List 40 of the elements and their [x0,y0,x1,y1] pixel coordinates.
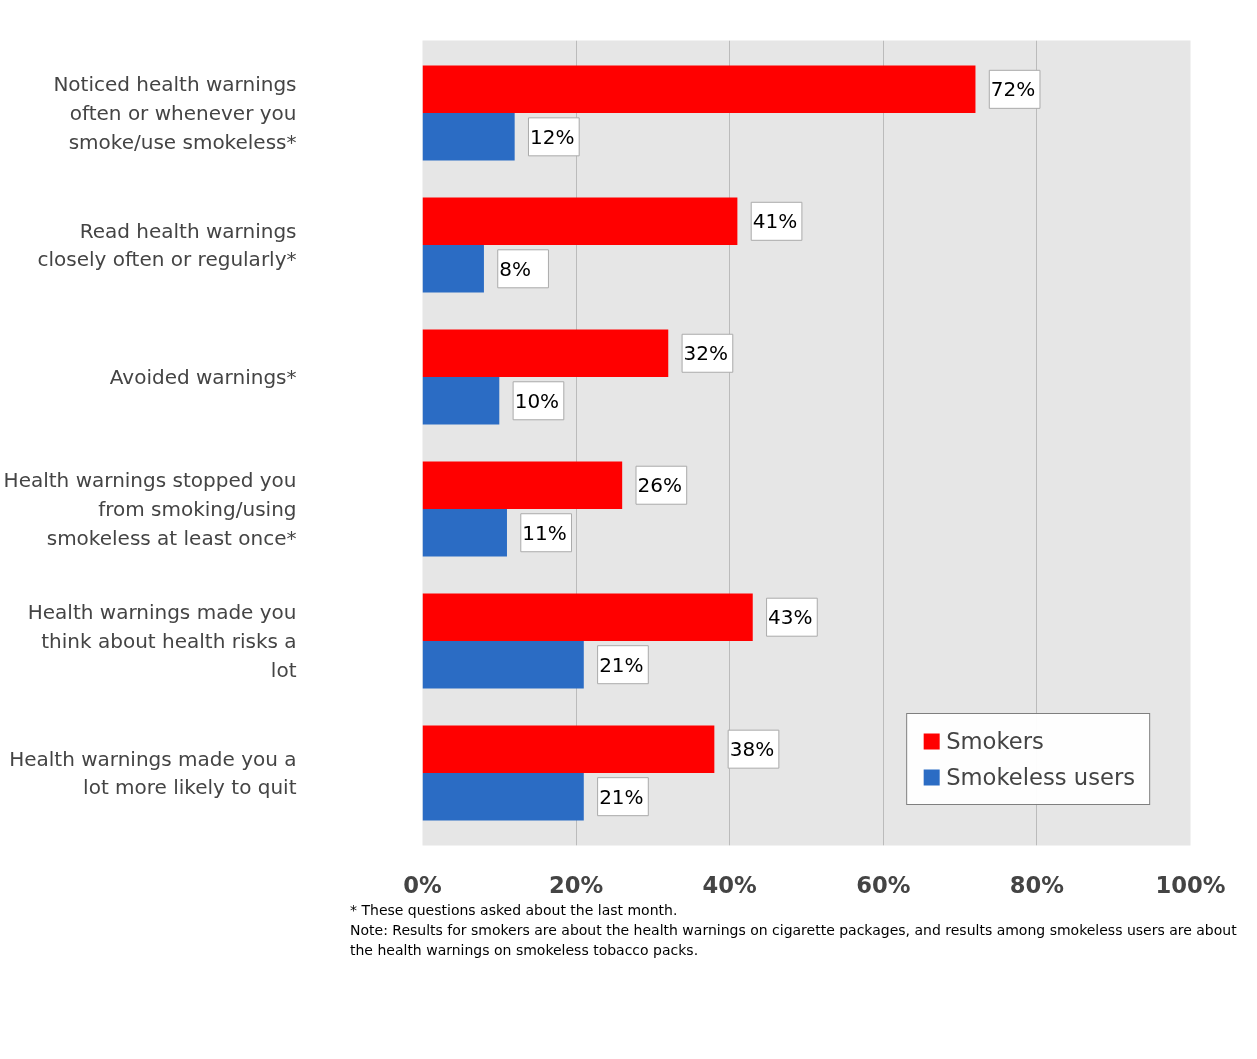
bar [422,245,484,293]
bar [422,113,515,161]
bar [422,461,623,509]
data-label: 38% [729,737,775,762]
bar [422,377,500,425]
bar [422,508,507,557]
x-tick-label: 60% [856,871,911,898]
text: Note: Results for smokers are about the health warnings on cigarette packages, and results among smokeless users are about the health warnings on smokeless tobacco packs. [350,922,1237,958]
bar [422,65,976,114]
bar [422,772,584,821]
data-label: 8% [499,256,532,281]
data-label: 12% [530,124,575,149]
y-tick-label: Noticed health warnings often or whenever you smoke/use smokeless* [53,72,297,154]
bar [422,329,669,378]
x-tick-label: 80% [1009,871,1065,898]
data-label: 21% [599,784,644,809]
bar [422,197,738,246]
data-label: 41% [752,209,798,234]
bar [422,725,715,773]
text: * These questions asked about the last month. [350,902,678,918]
bar [422,593,753,641]
x-tick-label: 40% [702,871,757,898]
x-tick-label: 20% [548,871,604,898]
y-tick-label: Read health warnings closely often or regularly* [37,218,297,272]
data-label: 10% [514,388,560,413]
x-tick-label: 0% [403,871,442,898]
y-tick-label: Health warnings made you think about health risks a lot [27,600,297,682]
legend-label: Smokers [946,728,1044,754]
legend-label: Smokeless users [946,764,1135,790]
data-label: 72% [990,77,1036,102]
bar [422,640,584,689]
data-label: 11% [522,520,567,545]
data-label: 32% [683,341,729,366]
y-tick-label: Health warnings made you a lot more likely to quit [9,746,297,800]
data-label: 43% [768,605,813,630]
data-label: 26% [637,473,682,498]
y-tick-label: Health warnings stopped you from smoking/using smokeless at least once* [3,468,297,550]
x-tick-label: 100% [1155,871,1226,898]
y-tick-label: Avoided warnings* [109,365,297,390]
data-label: 21% [599,652,644,677]
